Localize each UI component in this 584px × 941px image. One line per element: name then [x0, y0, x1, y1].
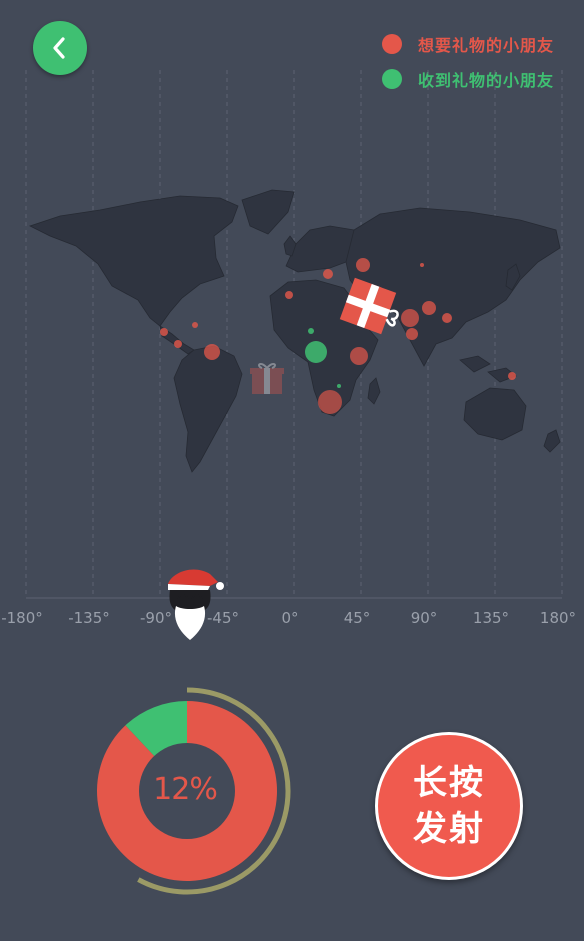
progress-donut: 12% [90, 682, 300, 896]
legend-dot-want [381, 34, 402, 54]
got-points [305, 328, 341, 388]
fire-button-line2: 发射 [413, 809, 485, 849]
x-tick-label: 180° [540, 609, 576, 627]
want-point [350, 347, 368, 365]
want-point [406, 328, 418, 340]
want-point [422, 301, 436, 315]
x-tick-label: 45° [344, 609, 371, 627]
santa-icon [168, 569, 224, 640]
x-tick-label: -180° [1, 609, 43, 627]
want-point [160, 328, 168, 336]
continents [28, 189, 561, 473]
legend: 想要礼物的小朋友 收到礼物的小朋友 [381, 32, 554, 102]
chevron-left-icon [53, 37, 65, 59]
x-tick-label: -45° [207, 609, 239, 627]
legend-label-got: 收到礼物的小朋友 [417, 71, 554, 90]
progress-ring [137, 687, 291, 895]
gift-icon [250, 362, 284, 394]
want-point [174, 340, 182, 348]
x-tick-label: 0° [281, 609, 298, 627]
want-point [401, 309, 419, 327]
map-gridlines [25, 70, 563, 598]
donut-hole [139, 743, 235, 839]
x-tick-label: 90° [411, 609, 438, 627]
want-point [356, 258, 370, 272]
progress-percent: 12% [153, 771, 218, 807]
legend-label-want: 想要礼物的小朋友 [417, 36, 554, 55]
back-button[interactable] [33, 21, 87, 75]
want-points [160, 258, 516, 414]
want-point [508, 372, 516, 380]
world-map[interactable]: -180° -135° -90° -45° 0° 45° 90° 135° 18… [0, 60, 584, 640]
got-point [337, 384, 341, 388]
legend-dot-got [381, 69, 402, 89]
fire-button[interactable]: 长按 发射 [375, 732, 523, 880]
got-point [308, 328, 314, 334]
legend-item-want: 想要礼物的小朋友 [381, 32, 554, 56]
gift-icon [339, 277, 399, 335]
want-point [318, 390, 342, 414]
x-tick-label: -90° [140, 609, 172, 627]
want-point [192, 322, 198, 328]
want-point [442, 313, 452, 323]
x-tick-label: -135° [68, 609, 110, 627]
x-axis-ticks: -180° -135° -90° -45° 0° 45° 90° 135° 18… [1, 609, 576, 627]
want-point [204, 344, 220, 360]
want-point [420, 263, 424, 267]
legend-item-got: 收到礼物的小朋友 [381, 67, 554, 91]
fire-button-line1: 长按 [413, 763, 485, 803]
want-point [323, 269, 333, 279]
got-point [305, 341, 327, 363]
want-point [285, 291, 293, 299]
x-tick-label: 135° [473, 609, 509, 627]
